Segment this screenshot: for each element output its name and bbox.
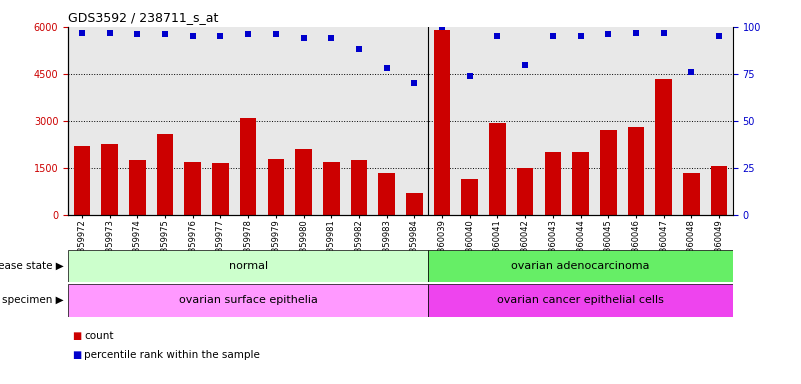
Text: percentile rank within the sample: percentile rank within the sample — [84, 350, 260, 360]
Bar — [351, 160, 367, 215]
Bar — [157, 134, 173, 215]
Bar — [489, 122, 505, 215]
Point — [602, 31, 614, 38]
Point — [519, 61, 532, 68]
Bar — [429, 250, 733, 282]
Point — [103, 30, 116, 36]
Bar — [461, 179, 478, 215]
Bar — [74, 146, 91, 215]
Bar — [378, 173, 395, 215]
Point — [685, 69, 698, 75]
Point — [131, 31, 143, 38]
Point — [713, 33, 726, 40]
Text: count: count — [84, 331, 114, 341]
Bar — [683, 173, 700, 215]
Bar — [129, 160, 146, 215]
Bar — [628, 127, 644, 215]
Bar — [517, 168, 533, 215]
Point — [187, 33, 199, 40]
Text: ■: ■ — [72, 350, 82, 360]
Bar — [600, 131, 617, 215]
Bar — [68, 284, 429, 317]
Text: normal: normal — [228, 261, 268, 271]
Text: disease state ▶: disease state ▶ — [0, 261, 64, 271]
Bar — [655, 79, 672, 215]
Point — [159, 31, 171, 38]
Text: ovarian cancer epithelial cells: ovarian cancer epithelial cells — [497, 295, 664, 306]
Point — [546, 33, 559, 40]
Point — [574, 33, 587, 40]
Point — [242, 31, 255, 38]
Bar — [239, 118, 256, 215]
Point — [408, 80, 421, 86]
Bar — [545, 152, 562, 215]
Point — [297, 35, 310, 41]
Text: ovarian adenocarcinoma: ovarian adenocarcinoma — [511, 261, 650, 271]
Bar — [296, 149, 312, 215]
Point — [380, 65, 393, 71]
Point — [463, 73, 476, 79]
Point — [436, 24, 449, 30]
Text: GDS3592 / 238711_s_at: GDS3592 / 238711_s_at — [68, 12, 219, 25]
Point — [658, 30, 670, 36]
Point — [214, 33, 227, 40]
Bar — [212, 163, 229, 215]
Bar — [434, 30, 450, 215]
Point — [630, 30, 642, 36]
Bar — [406, 193, 423, 215]
Bar — [68, 250, 429, 282]
Bar — [184, 162, 201, 215]
Bar — [268, 159, 284, 215]
Point — [269, 31, 282, 38]
Bar — [429, 284, 733, 317]
Bar — [572, 152, 589, 215]
Bar — [323, 162, 340, 215]
Text: ■: ■ — [72, 331, 82, 341]
Point — [352, 46, 365, 53]
Text: specimen ▶: specimen ▶ — [2, 295, 64, 306]
Point — [491, 33, 504, 40]
Bar — [101, 144, 118, 215]
Point — [325, 35, 338, 41]
Bar — [710, 166, 727, 215]
Point — [75, 30, 88, 36]
Text: ovarian surface epithelia: ovarian surface epithelia — [179, 295, 317, 306]
